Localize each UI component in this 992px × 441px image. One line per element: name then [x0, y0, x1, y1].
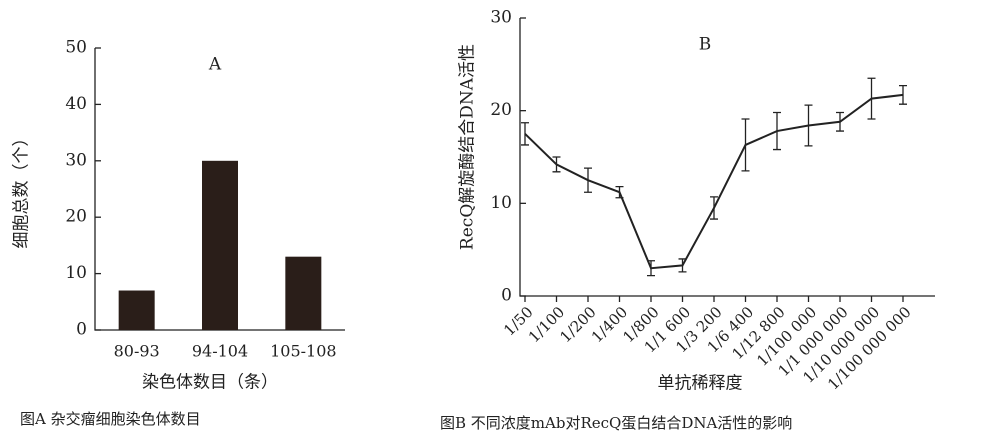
y-tick-label: 10 [65, 263, 87, 283]
y-tick-label: 20 [490, 100, 512, 120]
caption: 图A 杂交瘤细胞染色体数目 [20, 410, 201, 428]
chart-title: B [699, 35, 712, 55]
x-axis-label: 单抗稀释度 [658, 374, 743, 394]
bar [202, 160, 238, 330]
y-tick-label: 30 [490, 8, 512, 28]
caption: 图B 不同浓度mAb对RecQ蛋白结合DNA活性的影响 [440, 414, 792, 432]
bar [285, 256, 322, 330]
x-tick-label: 94-104 [192, 342, 248, 361]
y-axis-label: RecQ解旋酶结合DNA活性 [458, 44, 478, 250]
x-axis-label: 染色体数目（条） [142, 373, 278, 393]
y-tick-label: 50 [65, 38, 87, 58]
y-tick-label: 40 [65, 94, 87, 114]
y-tick-label: 0 [501, 286, 512, 306]
chart-title: A [208, 55, 222, 75]
y-tick-label: 30 [65, 150, 87, 170]
y-tick-label: 20 [65, 207, 87, 227]
x-tick-label: 80-93 [114, 342, 160, 361]
y-tick-label: 10 [490, 193, 512, 213]
x-tick-label: 105-108 [270, 342, 336, 361]
y-tick-label: 0 [76, 320, 87, 340]
axes [519, 18, 935, 297]
line [524, 93, 904, 270]
error-bar [521, 122, 529, 146]
bar [118, 290, 155, 330]
y-axis-label: 细胞总数（个） [12, 130, 32, 249]
